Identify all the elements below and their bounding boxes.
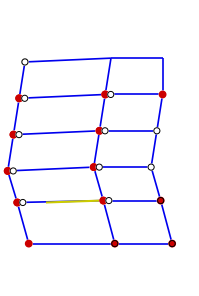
Circle shape	[158, 197, 164, 204]
Circle shape	[100, 197, 106, 204]
Circle shape	[10, 131, 17, 138]
Circle shape	[100, 197, 107, 204]
Circle shape	[22, 59, 28, 65]
Circle shape	[148, 164, 154, 170]
Circle shape	[102, 91, 109, 98]
Circle shape	[106, 197, 112, 204]
Circle shape	[96, 128, 103, 134]
Circle shape	[100, 197, 106, 204]
Circle shape	[157, 197, 164, 204]
Circle shape	[108, 91, 114, 97]
Circle shape	[90, 164, 97, 170]
Circle shape	[16, 95, 23, 102]
Circle shape	[25, 240, 32, 247]
Circle shape	[14, 199, 20, 206]
Circle shape	[16, 95, 22, 102]
Circle shape	[96, 127, 103, 134]
Circle shape	[14, 199, 21, 206]
Circle shape	[4, 168, 11, 174]
Circle shape	[91, 164, 97, 170]
Circle shape	[96, 128, 103, 134]
Circle shape	[159, 91, 166, 98]
Circle shape	[91, 164, 97, 170]
Circle shape	[16, 95, 22, 102]
Circle shape	[4, 168, 11, 174]
Circle shape	[112, 241, 118, 247]
Circle shape	[102, 91, 108, 98]
Circle shape	[14, 199, 20, 206]
Circle shape	[22, 95, 28, 101]
Circle shape	[112, 240, 118, 247]
Circle shape	[157, 197, 164, 204]
Circle shape	[102, 91, 108, 98]
Circle shape	[10, 131, 17, 138]
Circle shape	[90, 164, 97, 170]
Circle shape	[10, 131, 17, 138]
Circle shape	[102, 91, 109, 98]
Circle shape	[169, 241, 175, 247]
Circle shape	[5, 168, 11, 174]
Circle shape	[25, 240, 32, 247]
Circle shape	[96, 164, 102, 170]
Circle shape	[102, 128, 108, 134]
Circle shape	[100, 197, 107, 204]
Circle shape	[5, 168, 11, 174]
Circle shape	[10, 131, 17, 138]
Circle shape	[16, 95, 23, 102]
Circle shape	[20, 200, 26, 205]
Circle shape	[14, 199, 21, 206]
Circle shape	[154, 128, 160, 134]
Circle shape	[16, 131, 22, 138]
Circle shape	[169, 240, 176, 247]
Circle shape	[22, 59, 28, 65]
Circle shape	[159, 91, 166, 98]
Circle shape	[169, 240, 175, 247]
Circle shape	[10, 168, 16, 174]
Circle shape	[111, 240, 118, 247]
Circle shape	[96, 127, 103, 134]
